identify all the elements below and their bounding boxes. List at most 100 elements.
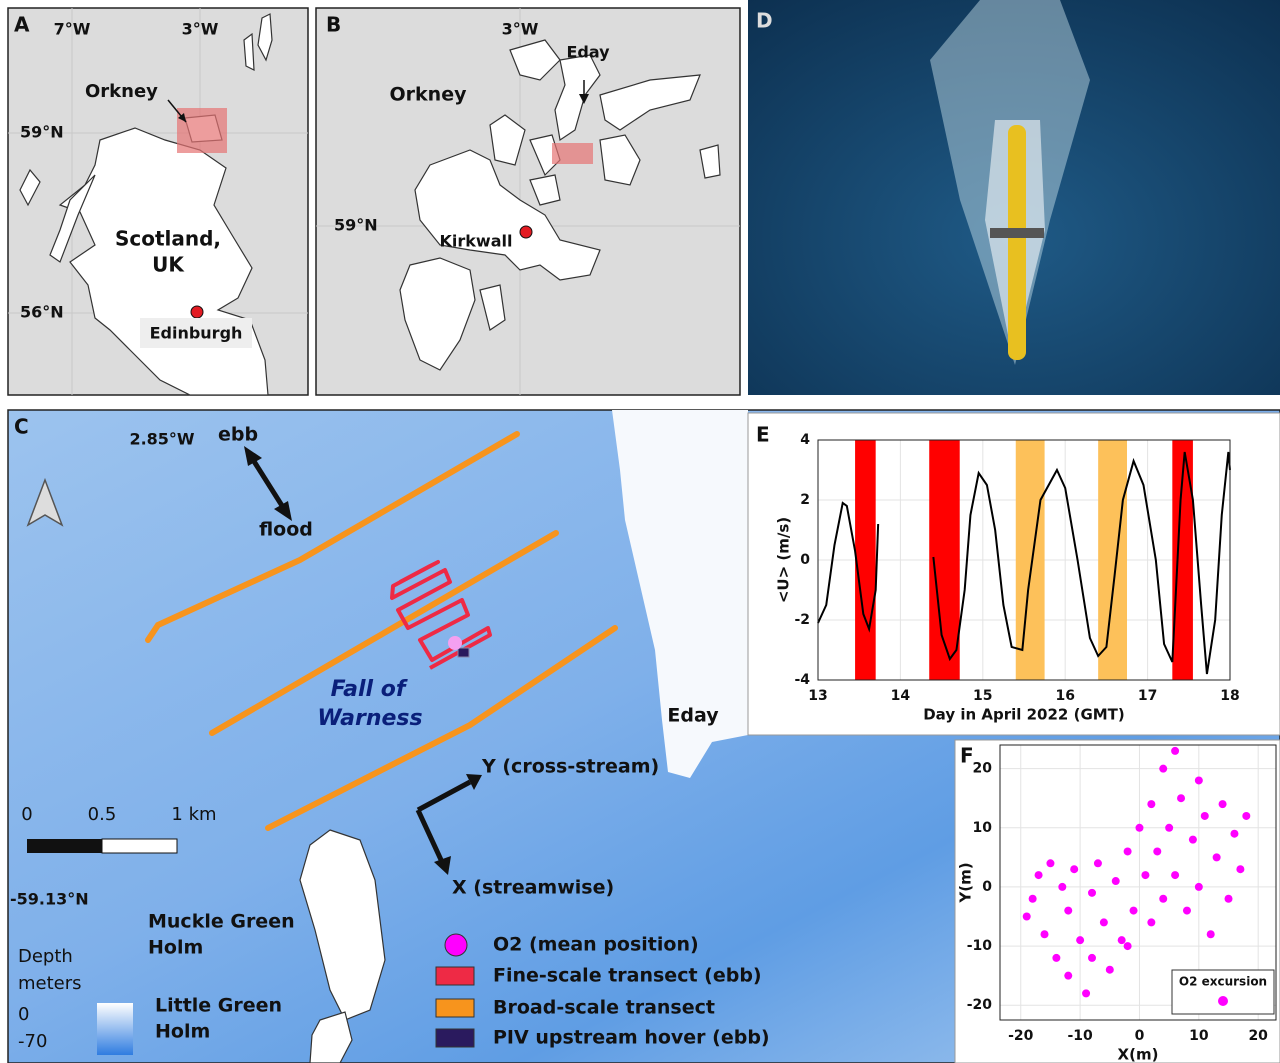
x-tick-label: 16 [1055, 688, 1074, 704]
island-label: Muckle Green [148, 911, 295, 933]
eday-box [552, 143, 593, 164]
y-tick-label: 0 [982, 879, 992, 895]
place-label: Orkney [390, 84, 468, 106]
town-label: Kirkwall [440, 232, 513, 251]
point [1135, 824, 1143, 832]
lon-label: 2.85°W [129, 430, 194, 449]
lat-label: 59°N [334, 216, 378, 235]
highlight-span [1098, 440, 1127, 680]
flow-label: ebb [218, 424, 258, 446]
point [1195, 776, 1203, 784]
x-tick-label: 15 [973, 688, 992, 704]
point [1236, 865, 1244, 873]
highlight-span [855, 440, 876, 680]
site-label: Fall of [331, 677, 408, 702]
country-label: UK [152, 253, 185, 277]
point [1035, 871, 1043, 879]
point [1046, 859, 1054, 867]
point [1159, 765, 1167, 773]
legend-swatch [436, 1029, 474, 1047]
axis-label: Y (cross-stream) [481, 756, 659, 778]
page: {"panel_a": {"label": "A", "lon_labels":… [0, 0, 1280, 1063]
x-tick-label: 13 [808, 688, 827, 704]
point [1230, 830, 1238, 838]
x-tick-label: 14 [891, 688, 911, 704]
x-tick-label: 10 [1189, 1028, 1209, 1044]
orkney-box [177, 108, 227, 153]
point [1118, 936, 1126, 944]
scale-label: 0.5 [88, 804, 117, 825]
point [1094, 859, 1102, 867]
panel-label: E [756, 423, 770, 447]
site-label: Warness [317, 706, 422, 731]
highlight-span [1016, 440, 1045, 680]
island-label: Holm [148, 937, 203, 959]
point [1141, 871, 1149, 879]
lon-label: 3°W [502, 20, 539, 39]
point [1041, 930, 1049, 938]
point [1029, 895, 1037, 903]
flow-label: flood [259, 519, 313, 541]
x-axis-label: X(m) [1118, 1046, 1159, 1063]
x-tick-label: 17 [1138, 688, 1157, 704]
scale-label: 0 [21, 804, 32, 825]
point [1124, 847, 1132, 855]
piv-hover [458, 648, 469, 657]
x-tick-label: -20 [1008, 1028, 1034, 1044]
point [1070, 865, 1078, 873]
y-tick-label: 4 [800, 432, 810, 448]
lon-label: 3°W [182, 20, 219, 39]
place-label: Eday [566, 43, 610, 62]
scale-label: 1 km [171, 804, 216, 825]
x-tick-label: 18 [1220, 688, 1239, 704]
legend-swatch [1218, 996, 1228, 1006]
point [1058, 883, 1066, 891]
city-label: Edinburgh [150, 324, 243, 343]
point [1076, 936, 1084, 944]
legend-swatch [445, 934, 467, 956]
island-label: Little Green [155, 995, 282, 1017]
island-label: Holm [155, 1021, 210, 1043]
o2-position [448, 636, 462, 650]
x-tick-label: 20 [1248, 1028, 1268, 1044]
legend-swatch [436, 999, 474, 1017]
country-label: Scotland, [115, 227, 221, 251]
legend-label: PIV upstream hover (ebb) [493, 1027, 770, 1049]
y-tick-label: -2 [794, 612, 810, 628]
place-label: Eday [667, 705, 719, 727]
y-tick-label: 20 [973, 761, 993, 777]
point [1171, 747, 1179, 755]
point [1082, 989, 1090, 997]
point [1100, 918, 1108, 926]
point [1177, 794, 1185, 802]
point [1225, 895, 1233, 903]
legend-label: 0 [18, 1004, 29, 1025]
point [1147, 800, 1155, 808]
y-tick-label: -10 [967, 938, 993, 954]
depth-ramp [97, 1003, 133, 1055]
y-axis-label: Y(m) [957, 862, 975, 903]
point [1112, 877, 1120, 885]
point [1201, 812, 1209, 820]
legend-label: Fine-scale transect (ebb) [493, 965, 762, 987]
scale-bar [27, 839, 102, 853]
panel-label: B [326, 13, 341, 37]
y-tick-label: -20 [967, 997, 993, 1013]
legend-title: meters [18, 973, 82, 994]
point [1106, 966, 1114, 974]
point [1159, 895, 1167, 903]
point [1064, 907, 1072, 915]
panel-label: C [14, 415, 29, 439]
legend-label: -70 [18, 1031, 47, 1052]
x-tick-label: -10 [1067, 1028, 1093, 1044]
city-dot [191, 306, 203, 318]
lat-label: -59.13°N [10, 890, 89, 909]
y-tick-label: 2 [800, 492, 810, 508]
panel-d: D [748, 0, 1280, 395]
town-dot [520, 226, 532, 238]
panel-label: D [756, 9, 773, 33]
panel-a: A 7°W 3°W 59°N 56°N Orkney Scotland, UK … [8, 8, 308, 395]
y-tick-label: -4 [794, 672, 810, 688]
y-tick-label: 10 [973, 820, 993, 836]
figure: A 7°W 3°W 59°N 56°N Orkney Scotland, UK … [0, 0, 1280, 1063]
